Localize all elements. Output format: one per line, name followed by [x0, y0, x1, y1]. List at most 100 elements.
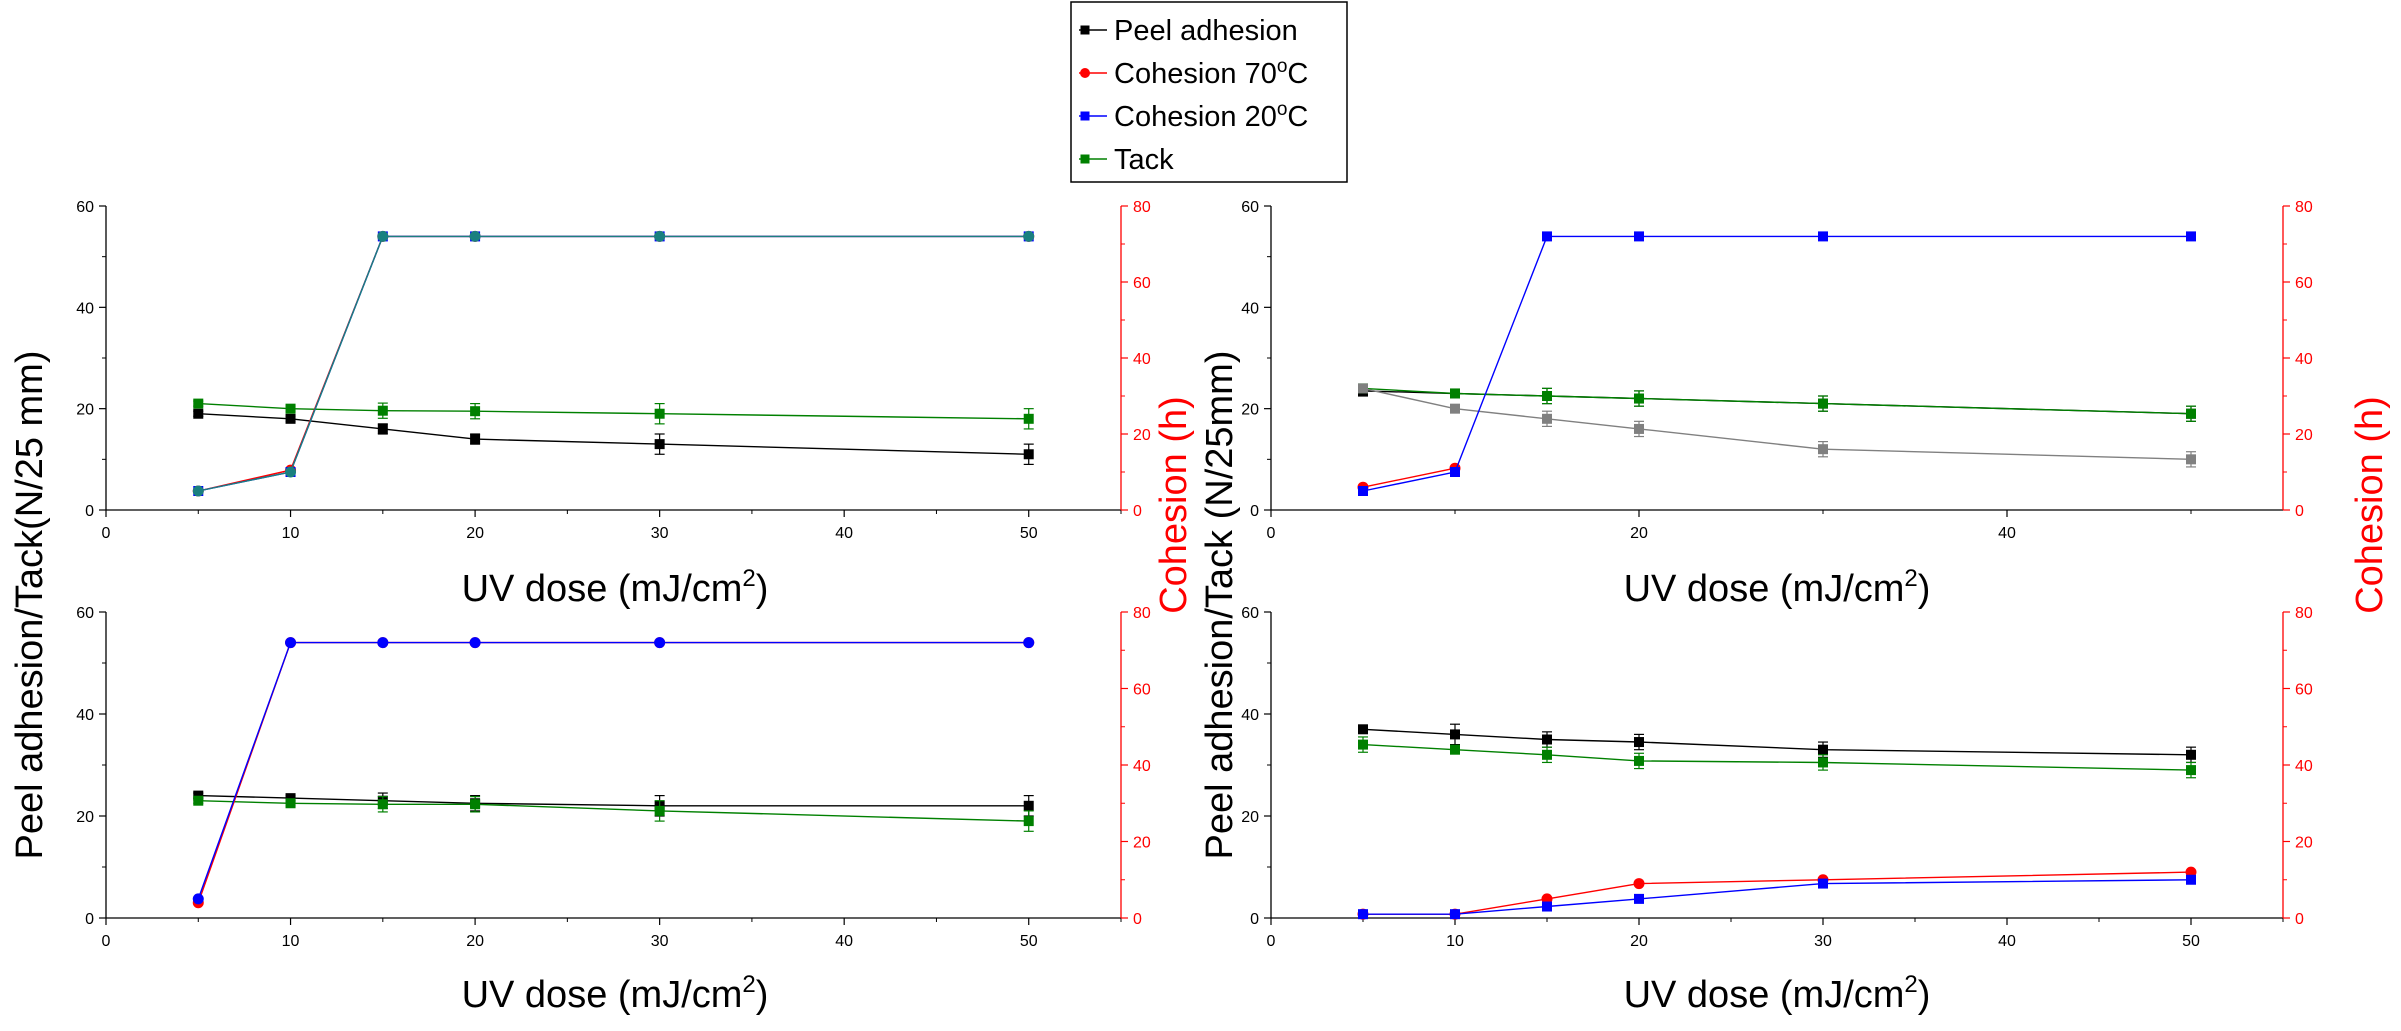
x-tick-label-1: 20 [1630, 525, 1648, 542]
y-tick-label-0: 0 [1250, 503, 1259, 520]
y2-tick-label-0: 0 [2295, 911, 2304, 928]
data-point [1818, 231, 1828, 242]
legend-marker-3 [1080, 154, 1090, 164]
y-tick-label-2: 40 [76, 300, 94, 317]
data-point [470, 434, 481, 445]
y-axis-title-right-1: Cohesion (h) [1153, 396, 1195, 614]
x-tick-label-4: 40 [835, 933, 853, 950]
series-line [1362, 728, 2192, 756]
data-point [1358, 909, 1368, 920]
data-point [377, 423, 388, 434]
y-tick-label-1: 20 [76, 809, 94, 826]
x-tick-label-1: 10 [1446, 933, 1464, 950]
data-point [1634, 423, 1644, 434]
legend: Peel adhesion Cohesion 70oC Cohesion 20oC T… [1070, 1, 1348, 183]
series-line [1362, 467, 1456, 488]
series-cohesion-70-c [1357, 462, 1461, 493]
data-point [1634, 393, 1644, 404]
data-point [1818, 444, 1828, 455]
data-point [1634, 755, 1644, 766]
y-tick-label-3: 60 [1241, 199, 1259, 216]
x-tick-label-2: 20 [466, 525, 484, 542]
y2-tick-label-2: 40 [1133, 758, 1151, 775]
series-tack [1358, 383, 2196, 422]
data-point [193, 790, 204, 801]
x-tick-label-3: 30 [651, 525, 669, 542]
series-line [197, 641, 1029, 900]
legend-items: Peel adhesion Cohesion 70oC Cohesion 20oC T… [1079, 15, 1308, 176]
data-point [193, 408, 204, 419]
x-tick-label-2: 20 [466, 933, 484, 950]
series-cohesion-70-c [192, 230, 1035, 497]
y2-tick-label-4: 80 [1133, 199, 1151, 216]
x-tick-label-0: 0 [1267, 525, 1276, 542]
data-point [285, 798, 296, 809]
x-tick-label-1: 10 [282, 933, 300, 950]
data-point [1542, 734, 1552, 745]
data-point [1542, 901, 1552, 912]
data-point [2186, 765, 2196, 776]
legend-marker-2 [1080, 111, 1090, 121]
y-axis-title-left-1: Peel adhesion/Tack(N/25 mm) [9, 351, 51, 860]
y-tick-label-0: 0 [85, 911, 94, 928]
y2-tick-label-2: 40 [2295, 758, 2313, 775]
data-point [1542, 391, 1552, 401]
y-axis-title-right-2: Cohesion (h) [2349, 396, 2391, 614]
data-point [1450, 388, 1460, 399]
data-point [193, 398, 204, 409]
x-tick-label-2: 20 [1630, 933, 1648, 950]
data-point [1023, 449, 1034, 460]
y2-tick-label-3: 60 [1133, 682, 1151, 699]
series-line [198, 800, 1029, 822]
data-point [1634, 737, 1644, 748]
data-point [377, 637, 389, 649]
data-point [285, 637, 297, 649]
data-point [654, 230, 666, 242]
chart-panel-top-right: 0 20 40 0 20 40 60 0 20 40 60 80 [1241, 199, 2313, 542]
data-point [470, 799, 481, 810]
y2-tick-label-1: 20 [2295, 427, 2313, 444]
x-axis-title-top-left: UV dose (mJ/cm2) [462, 565, 769, 610]
y-tick-label-3: 60 [1241, 605, 1259, 622]
x-tick-label-5: 50 [1020, 933, 1038, 950]
data-point [1358, 739, 1368, 750]
y-tick-label-2: 40 [1241, 707, 1259, 724]
x-tick-label-0: 0 [102, 933, 111, 950]
data-point [1358, 383, 1368, 394]
data-point [192, 485, 204, 497]
data-point [1358, 724, 1368, 735]
data-point [1818, 757, 1828, 768]
x-tick-label-3: 30 [1814, 933, 1832, 950]
series-line [198, 413, 1029, 455]
series-cohesion-20-c [1358, 874, 2196, 920]
series-line [1362, 387, 2192, 460]
data-point [1023, 413, 1034, 424]
y-tick-label-2: 40 [76, 707, 94, 724]
x-tick-label-5: 50 [2182, 933, 2200, 950]
data-point [1542, 231, 1552, 242]
series-tack [193, 795, 1034, 832]
x-tick-label-5: 50 [1020, 525, 1038, 542]
x-tick-label-4: 40 [1998, 933, 2016, 950]
y2-tick-label-3: 60 [2295, 682, 2313, 699]
y-tick-label-3: 60 [76, 605, 94, 622]
data-point [1450, 744, 1460, 755]
data-point [2186, 874, 2196, 885]
series-cohesion-overlap- [192, 230, 1035, 497]
series-line [1363, 879, 2192, 915]
x-tick-label-2: 40 [1998, 525, 2016, 542]
data-point [469, 637, 481, 649]
chart-panel-bottom-right: 0 10 20 30 40 50 0 20 40 60 0 20 40 60 80 [1241, 605, 2313, 950]
y2-tick-label-1: 20 [2295, 835, 2313, 852]
series-line [1362, 387, 2192, 415]
data-point [285, 403, 296, 414]
y-tick-label-0: 0 [85, 503, 94, 520]
data-point [2186, 231, 2196, 242]
data-point [377, 405, 388, 416]
data-point [1542, 749, 1552, 760]
data-point [1634, 893, 1644, 904]
x-tick-label-1: 10 [282, 525, 300, 542]
data-point [1634, 231, 1644, 242]
series-line [197, 641, 1029, 903]
x-tick-label-3: 30 [651, 933, 669, 950]
